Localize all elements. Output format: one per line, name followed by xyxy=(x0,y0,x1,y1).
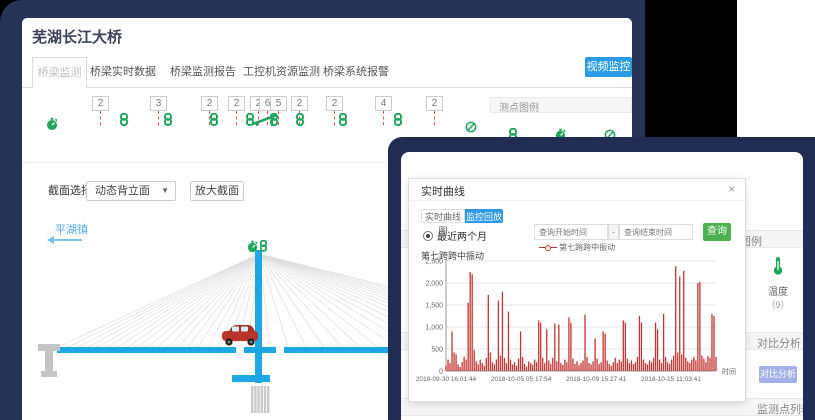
direction-label: 平湖镇 xyxy=(55,224,88,236)
chart-legend: 第七跨跨中振动 xyxy=(409,242,745,253)
dialog-title: 实时曲线 xyxy=(421,186,465,198)
sensor-dash-line xyxy=(236,111,237,125)
chain-icon[interactable] xyxy=(338,112,348,131)
vibration-chart: 0 500 1,000 1,500 2,000 2,500 2018-09-30 16:01… xyxy=(416,259,736,384)
expansion-joint-icon[interactable] xyxy=(252,113,278,132)
legend-circle-icon xyxy=(544,244,551,251)
svg-text:2018-10-09 15:27:41: 2018-10-09 15:27:41 xyxy=(566,376,627,383)
video-monitor-button[interactable]: 视频监控 xyxy=(585,57,632,77)
svg-text:2018-10-05 05:17:54: 2018-10-05 05:17:54 xyxy=(491,376,552,383)
chain-icon[interactable] xyxy=(209,112,219,131)
thermometer-icon xyxy=(773,257,783,275)
sensor-strip: 23222652242 xyxy=(22,18,632,138)
svg-text:时间: 时间 xyxy=(722,367,736,376)
sensor-dash-line xyxy=(209,111,210,125)
legend-panel-header: 测点图例 xyxy=(490,97,632,114)
tab-bridge-monitor[interactable]: 桥梁监测 xyxy=(32,57,87,88)
sensor-count-badge: 2 xyxy=(228,96,245,111)
chain-icon[interactable] xyxy=(393,112,403,131)
sensor-dash-line xyxy=(258,111,259,125)
tab-realtime-data[interactable]: 桥梁实时数据 xyxy=(90,66,156,78)
black-region xyxy=(645,0,737,137)
tab-monitor-report[interactable]: 桥梁监测报告 xyxy=(170,66,236,78)
temperature-point[interactable]: 温度 （9） xyxy=(756,256,800,311)
sensor-dash-line xyxy=(100,111,101,125)
svg-text:2,500: 2,500 xyxy=(425,259,443,266)
section-select-dropdown[interactable]: 动态背立面 ▼ xyxy=(86,181,176,201)
tab-bar: 桥梁监测 桥梁实时数据 桥梁监测报告 工控机资源监测 桥梁系统报警 xyxy=(22,57,632,88)
close-icon[interactable]: × xyxy=(727,182,735,196)
chevron-down-icon: ▼ xyxy=(161,186,169,195)
sidebar-compare-title: 对比分析 xyxy=(757,338,801,350)
svg-text:2,000: 2,000 xyxy=(425,281,443,288)
sensor-count-badge: 4 xyxy=(375,96,392,111)
sensor-count-badge: 3 xyxy=(150,96,167,111)
car-icon xyxy=(222,325,258,346)
sensor-dash-line xyxy=(434,111,435,125)
realtime-curve-dialog: 实时曲线 × 实时曲线图 监控回放 最近两个月 - 查询 第七跨跨中振动 第七跨… xyxy=(408,178,746,402)
divider xyxy=(22,162,632,163)
svg-text:2018-09-30 16:01:44: 2018-09-30 16:01:44 xyxy=(416,376,477,383)
tab-monitor-playback[interactable]: 监控回放 xyxy=(465,209,503,223)
sensor-count-badge: 2 xyxy=(326,96,343,111)
page-title: 芜湖长江大桥 xyxy=(32,29,123,46)
chain-icon[interactable] xyxy=(119,112,129,131)
sensor-dash-line xyxy=(278,111,279,125)
chain-icon[interactable] xyxy=(245,112,255,131)
tab-system-alarm[interactable]: 桥梁系统报警 xyxy=(323,66,389,78)
sensor-dash-line xyxy=(383,111,384,125)
chain-icon[interactable] xyxy=(163,112,173,131)
tab-ipc-resource[interactable]: 工控机资源监测 xyxy=(243,66,320,78)
sensor-dash-line xyxy=(158,111,159,125)
section-select-value: 动态背立面 xyxy=(95,185,150,197)
chain-icon[interactable] xyxy=(295,112,305,131)
radio-dot-icon xyxy=(423,230,433,241)
legend-series-label: 第七跨跨中振动 xyxy=(559,243,616,252)
svg-text:0: 0 xyxy=(439,369,443,376)
compare-analysis-button[interactable]: 对比分析 xyxy=(759,366,797,383)
sensor-dash-line xyxy=(299,111,300,125)
sensor-count-badge: 5 xyxy=(270,96,287,111)
svg-text:500: 500 xyxy=(431,347,443,354)
svg-text:1,000: 1,000 xyxy=(425,325,443,332)
recent-two-months-radio[interactable]: 最近两个月 xyxy=(423,227,487,243)
dialog-header: 实时曲线 × xyxy=(409,179,745,201)
sensor-count-badge: 2 xyxy=(201,96,218,111)
no-entry-icon[interactable] xyxy=(465,120,477,138)
tab-realtime-curve[interactable]: 实时曲线图 xyxy=(421,209,465,236)
temperature-count: （9） xyxy=(766,300,790,310)
legend-panel-title: 测点图例 xyxy=(499,103,539,114)
range-separator: - xyxy=(608,224,619,240)
svg-text:2018-10-15 11:03:41: 2018-10-15 11:03:41 xyxy=(641,376,701,383)
query-start-time-input[interactable] xyxy=(534,224,608,240)
query-end-time-input[interactable] xyxy=(619,224,693,240)
sidebar-list-title: 监测点列表 xyxy=(757,404,803,416)
temperature-label: 温度 xyxy=(768,287,788,298)
legend-line-icon xyxy=(538,247,545,249)
svg-text:1,500: 1,500 xyxy=(425,303,443,310)
chart-title: 第七跨跨中振动 xyxy=(421,251,485,261)
left-arrow-icon xyxy=(47,236,82,244)
sensor-count-badge: 2 xyxy=(92,96,109,111)
white-region xyxy=(737,0,815,137)
zoom-section-button[interactable]: 放大截面 xyxy=(190,181,244,201)
stopwatch-icon[interactable] xyxy=(45,117,59,136)
legend-line-icon xyxy=(550,247,557,249)
query-button[interactable]: 查询 xyxy=(703,223,731,241)
sensor-count-badge: 2 xyxy=(426,96,443,111)
radio-label: 最近两个月 xyxy=(437,232,487,244)
sensor-dash-line xyxy=(334,111,335,125)
sensor-count-badge: 2 xyxy=(291,96,308,111)
